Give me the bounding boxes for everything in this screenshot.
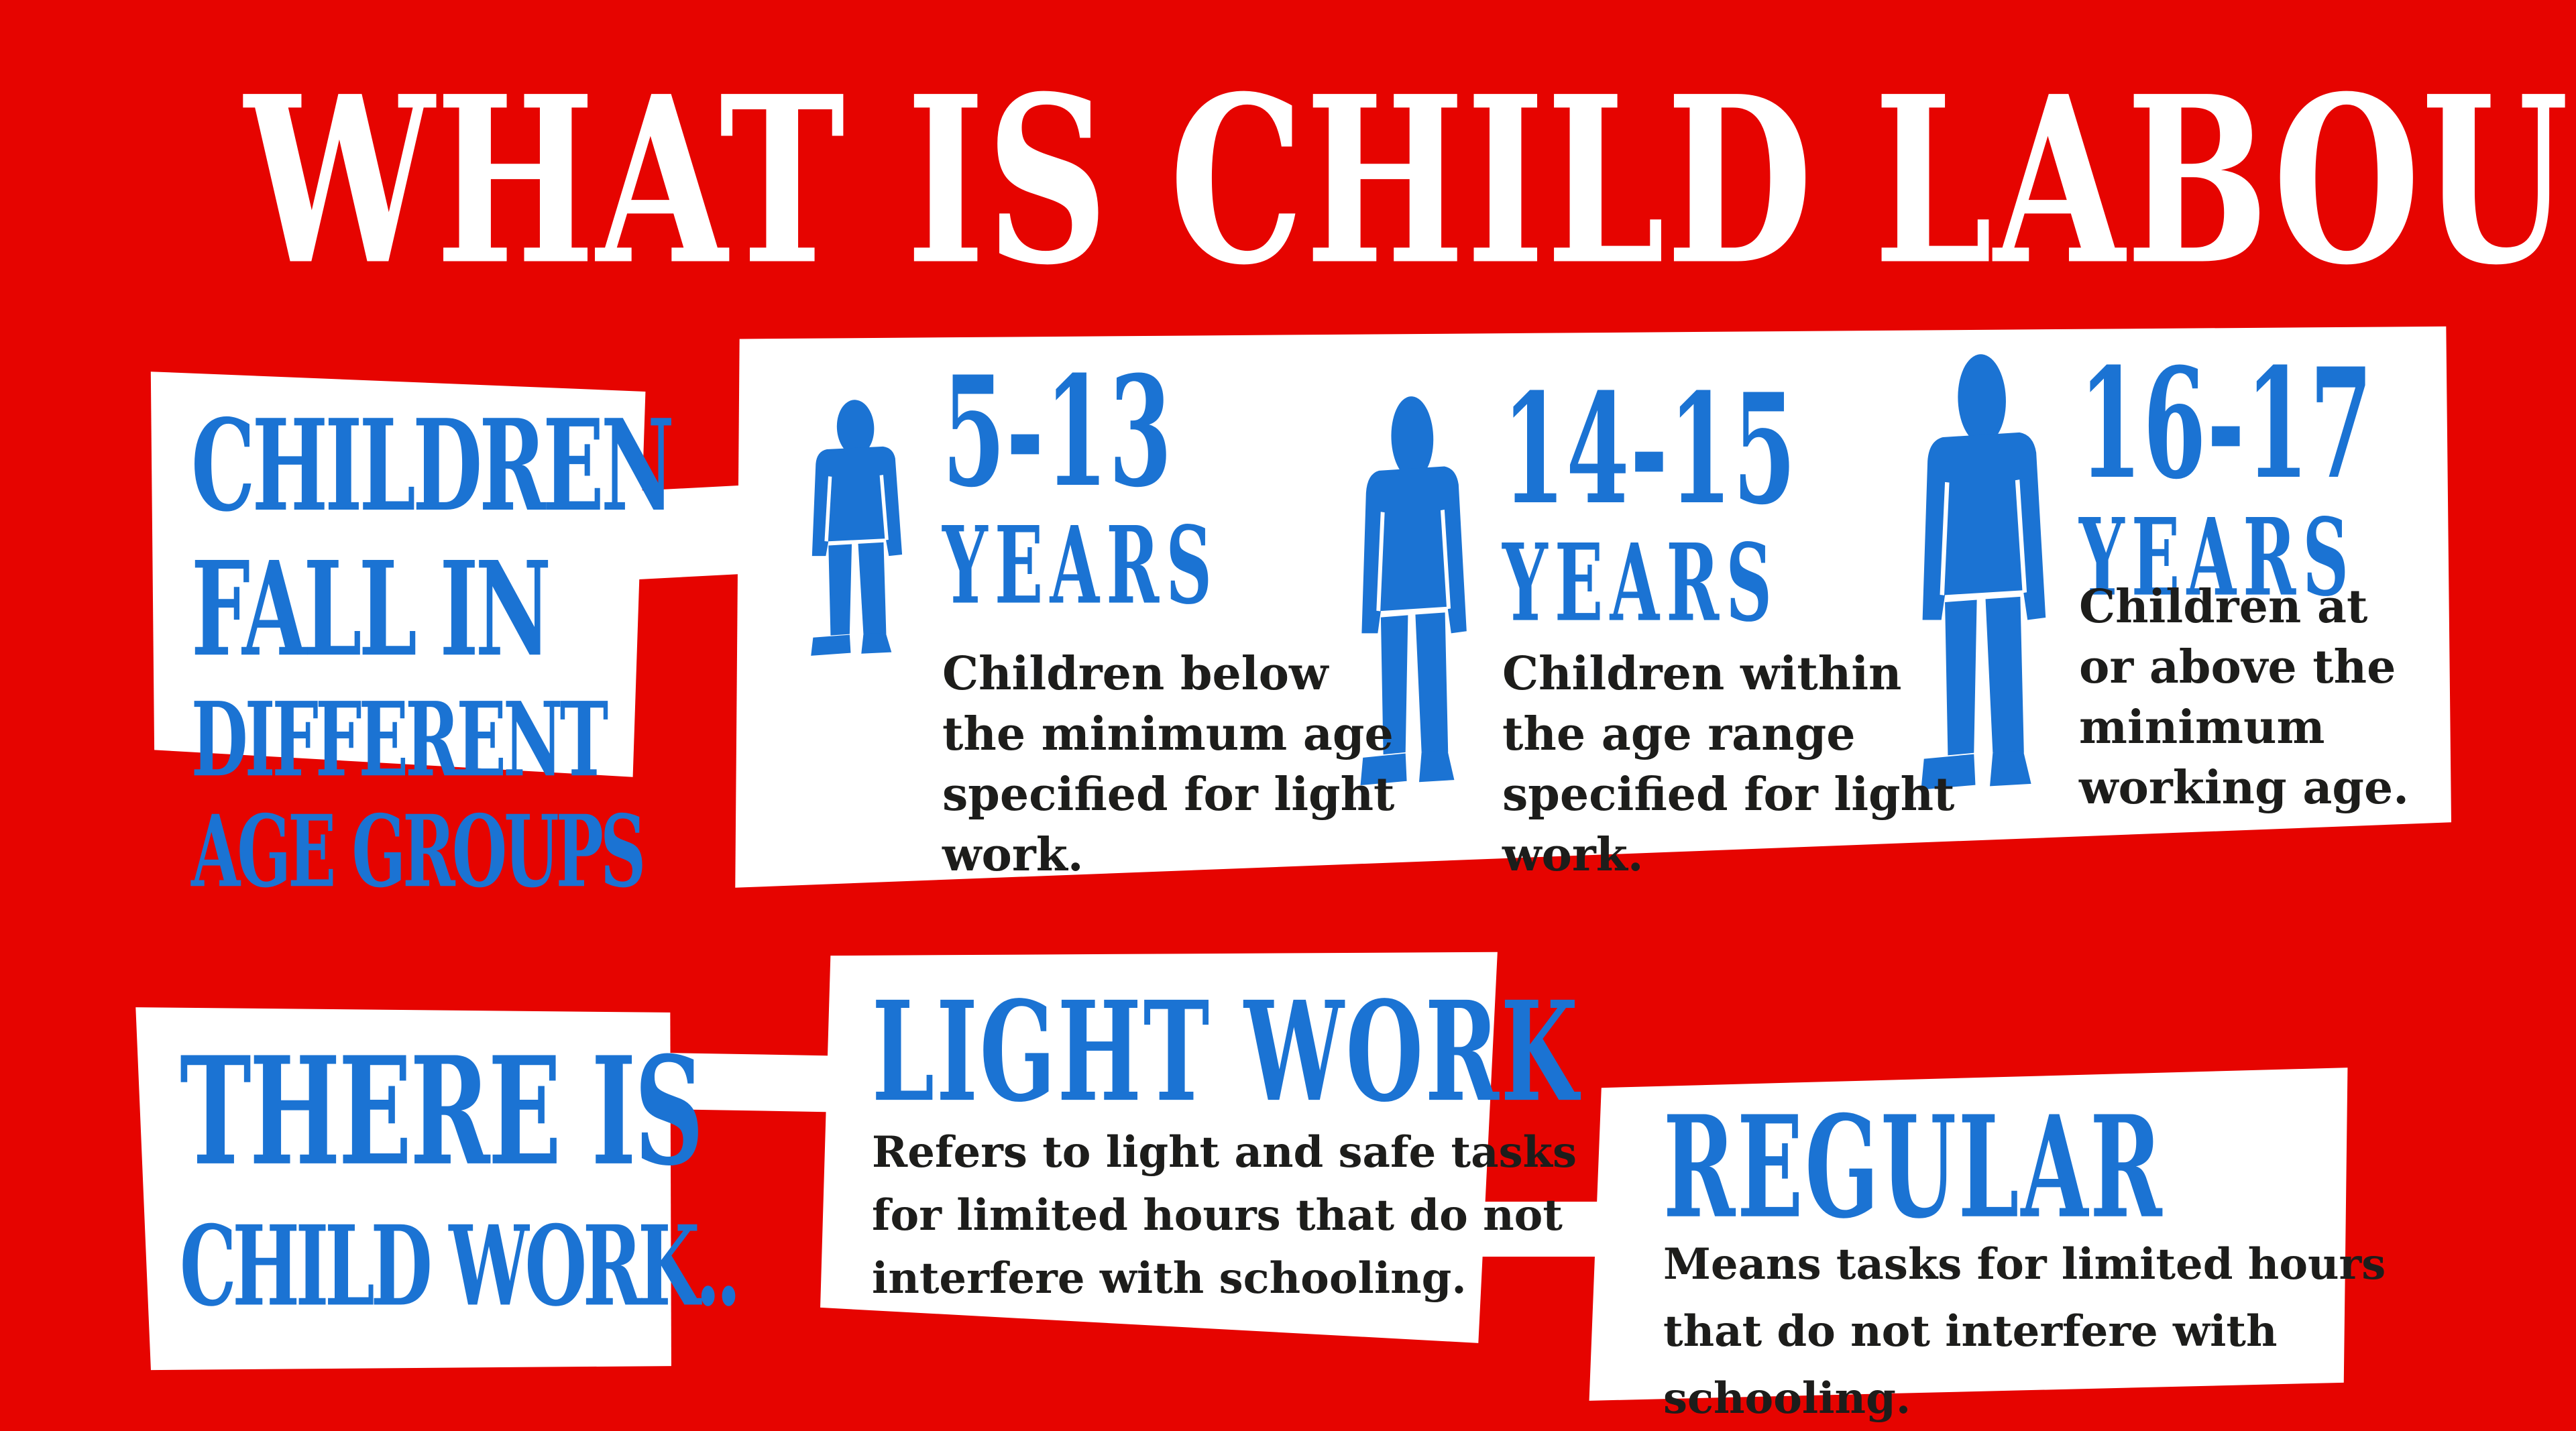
regular-description: Means tasks for limited hours that do no… [1663,1231,2386,1431]
child-work-callout-text: THERE IS CHILD WORK.. [180,1025,741,1331]
desc-line: Children at [2079,580,2368,634]
desc-line: the minimum age [942,707,1394,761]
age-group-heading: 14-15 YEARS [1502,359,1797,646]
desc-line: Means tasks for limited hours [1663,1239,2386,1290]
age-callout-line: AGE GROUPS [191,793,646,910]
desc-line: the age range [1502,707,1856,761]
age-unit: YEARS [2079,495,2356,620]
desc-line: specified for light [942,768,1395,821]
desc-line: work. [1502,828,1644,882]
child-work-callout-panel [135,1007,671,1371]
poster-title-wrap: WHAT IS CHILD LABOUR? [0,46,2576,315]
age-group-description: Children within the age range specified … [1502,644,1954,885]
desc-line: Children below [942,647,1329,701]
desc-line: work. [942,828,1084,882]
child-work-line: THERE IS [180,1025,704,1199]
age-group-heading: 16-17 YEARS [2079,334,2374,620]
age-range: 5-13 [942,342,1173,521]
age-range: 16-17 [2079,334,2374,513]
age-callout-line: DIFFERENT [191,678,608,799]
desc-line: or above the [2079,640,2396,694]
regular-panel [1589,1068,2348,1401]
poster-title: WHAT IS CHILD LABOUR? [244,46,2576,316]
desc-line: minimum [2079,701,2325,754]
desc-line: for limited hours that do not [872,1190,1563,1241]
age-group-description: Children at or above the minimum working… [2079,577,2409,818]
age-callout-text: CHILDREN FALL IN DIFFERENT AGE GROUPS [191,392,675,910]
person-icon [801,397,907,676]
light-work-panel [820,952,1498,1343]
person-icon [1349,391,1473,816]
desc-line: Refers to light and safe tasks [872,1127,1577,1178]
age-groups-panel [735,326,2451,888]
desc-line: interfere with schooling. [872,1253,1467,1304]
desc-line: working age. [2079,761,2409,815]
connector-tab-light-regular [1469,1202,1616,1257]
person-icon [1908,349,2053,824]
age-unit: YEARS [1502,520,1779,646]
light-work-description: Refers to light and safe tasks for limit… [872,1121,1577,1310]
age-group-heading: 5-13 YEARS [942,342,1219,628]
age-unit: YEARS [942,503,1219,628]
regular-title: REGULAR [1663,1085,2164,1250]
age-callout-line: CHILDREN [191,392,675,540]
age-callout-line: FALL IN [191,532,551,686]
light-work-title: LIGHT WORK [872,971,1580,1133]
child-work-line: CHILD WORK.. [180,1201,741,1331]
desc-line: that do not interfere with [1663,1306,2278,1357]
age-range: 14-15 [1502,359,1797,538]
age-group-description: Children below the minimum age specified… [942,644,1394,885]
desc-line: specified for light [1502,768,1955,821]
desc-line: Children within [1502,647,1902,701]
desc-line: schooling. [1663,1373,1911,1424]
age-callout-panel [150,371,646,777]
